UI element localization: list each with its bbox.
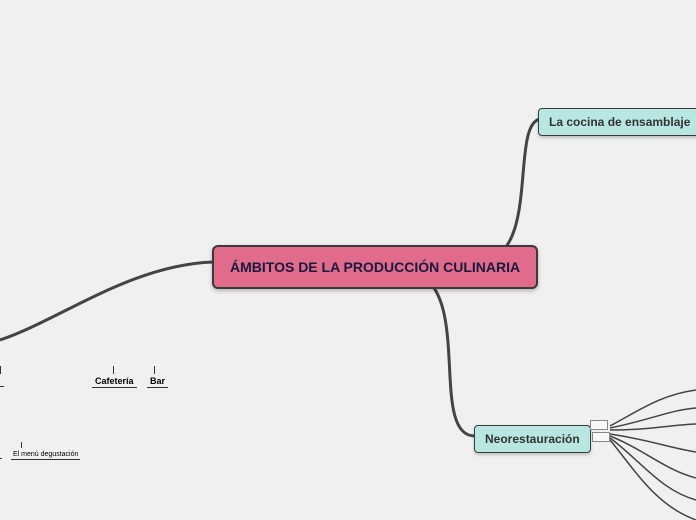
expand-toggle-top[interactable] <box>590 420 608 430</box>
mindmap-canvas[interactable]: ÁMBITOS DE LA PRODUCCIÓN CULINARIA La co… <box>0 0 696 520</box>
central-node[interactable]: ÁMBITOS DE LA PRODUCCIÓN CULINARIA <box>212 245 538 289</box>
leaf-cafeteria[interactable]: Cafetería <box>92 374 137 388</box>
branch-neorestauracion[interactable]: Neorestauración <box>474 425 591 453</box>
branch-ensamblaje[interactable]: La cocina de ensamblaje <box>538 108 696 136</box>
tick-left-edge <box>0 366 1 374</box>
leaf-bar[interactable]: Bar <box>147 374 168 388</box>
tick-menu-degustacion <box>21 442 22 448</box>
tick-cafeteria <box>113 366 114 374</box>
tick-bar <box>154 366 155 374</box>
leaf-offscreen-bottomleft <box>0 450 2 459</box>
leaf-menu-degustacion[interactable]: El menú degustación <box>11 450 80 460</box>
expand-toggle-bottom[interactable] <box>592 432 610 442</box>
leaf-offscreen-left <box>0 374 4 387</box>
